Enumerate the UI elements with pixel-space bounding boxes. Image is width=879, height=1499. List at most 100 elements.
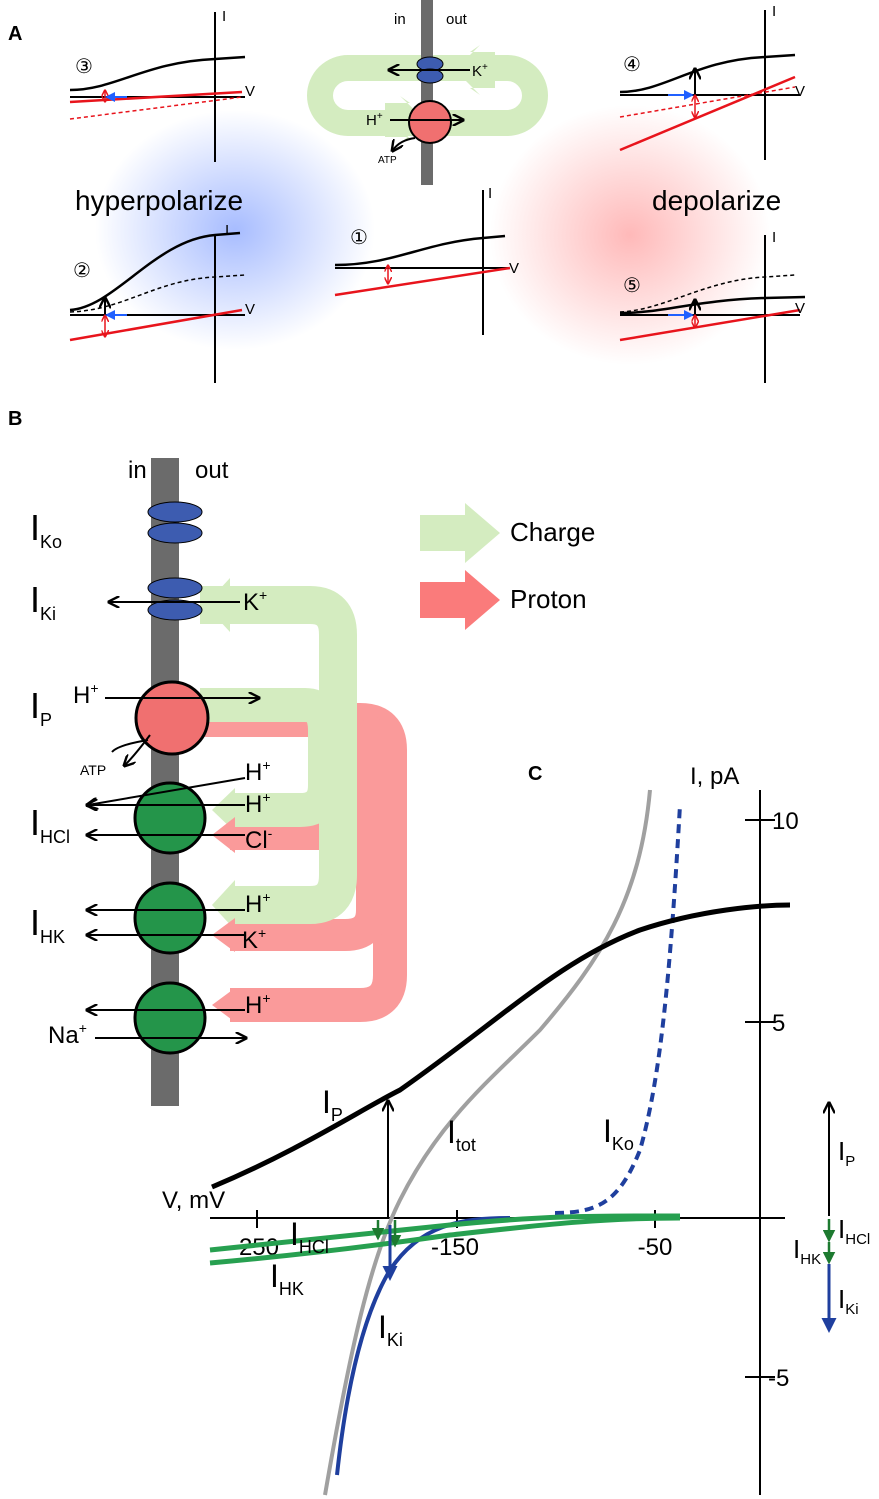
text-part: I — [322, 1084, 331, 1120]
nah-exchanger — [135, 983, 205, 1053]
current-label: IHK — [30, 902, 65, 947]
text-part: + — [377, 111, 383, 122]
iki-curve — [337, 1218, 510, 1475]
text-part: Na — [48, 1022, 79, 1049]
curve-label: IHCl — [290, 1216, 329, 1257]
iv-plot-part: ② — [73, 258, 91, 282]
curve-label: IKi — [378, 1309, 403, 1350]
text-part: I — [30, 802, 40, 843]
text-part: I — [603, 1113, 612, 1149]
panel-c: C -250 -150 -50 10 5 -5 I, pA V, mV IP I… — [162, 763, 870, 1495]
text-part: + — [262, 789, 270, 805]
current-label: IKo — [30, 507, 62, 552]
iv-plot-part: I — [225, 222, 229, 239]
hcl-exchanger — [135, 783, 205, 853]
text-part: Ki — [40, 604, 56, 624]
text-part: I — [793, 1234, 800, 1264]
hk-exchanger — [135, 883, 205, 953]
text-part: HCl — [845, 1231, 870, 1248]
text-part: Ko — [40, 532, 62, 552]
k-channel — [148, 502, 202, 522]
atp-arrow — [393, 138, 415, 150]
current-label: IKi — [30, 579, 56, 624]
curve-label: IHK — [270, 1258, 304, 1299]
legend-swatch — [420, 570, 500, 630]
iv-plot-part: V — [795, 300, 805, 317]
ion-label: Na+ — [48, 1020, 87, 1049]
ion-label: H+ — [73, 680, 99, 709]
iv-plot-part — [70, 57, 245, 90]
iv-plot-part: I — [488, 185, 492, 202]
panel-a: A hyperpolarize depolarize in out K+ H+ … — [8, 0, 805, 383]
depolarize-glow — [490, 105, 770, 365]
y-axis-title: I, pA — [690, 763, 739, 790]
text-part: I — [270, 1258, 279, 1294]
panel-b-part — [212, 988, 235, 1022]
text-part: Ko — [612, 1134, 634, 1154]
curve-label: IP — [322, 1084, 343, 1125]
text-part: I — [838, 1284, 845, 1314]
text-part: I — [30, 507, 40, 548]
iv-plot-part: V — [795, 83, 805, 100]
text-part: H — [245, 759, 262, 786]
text-part: K — [472, 63, 482, 80]
text-part: Ki — [845, 1301, 858, 1318]
hyperpolarize-label: hyperpolarize — [75, 185, 243, 216]
current-label: IP — [30, 685, 52, 730]
text-part: + — [259, 587, 267, 603]
iv-plot-part: I — [222, 8, 226, 25]
text-part: I — [290, 1216, 299, 1252]
curve-label: Itot — [447, 1114, 476, 1155]
text-part: + — [90, 680, 98, 696]
text-part: P — [845, 1153, 855, 1170]
text-part: + — [262, 757, 270, 773]
atp-label: ATP — [378, 155, 397, 166]
panel-label: C — [528, 763, 542, 785]
text-part: + — [258, 925, 266, 941]
current-label: IHCl — [30, 802, 70, 847]
text-part: P — [331, 1105, 343, 1125]
y-tick-label: -5 — [768, 1365, 789, 1392]
y-tick-label: 10 — [772, 808, 799, 835]
text-part: K — [242, 927, 258, 954]
in-label: in — [394, 11, 406, 28]
out-label: out — [446, 11, 468, 28]
ion-label: H+ — [245, 757, 271, 786]
k-channel — [148, 523, 202, 543]
in-label: in — [128, 457, 147, 484]
panel-b: B in out IKo IKi IP IHCl IHK K+ H+ H+ H+… — [8, 408, 595, 1106]
figure: A hyperpolarize depolarize in out K+ H+ … — [0, 0, 879, 1499]
k-channel — [148, 578, 202, 598]
text-part: + — [262, 889, 270, 905]
text-part: - — [268, 825, 273, 841]
text-part: H — [73, 682, 90, 709]
out-label: out — [195, 457, 229, 484]
key-label: IKi — [838, 1284, 859, 1318]
text-part: H — [245, 992, 262, 1019]
x-axis-title: V, mV — [162, 1187, 225, 1214]
k-channel — [417, 69, 443, 83]
text-part: H — [245, 791, 262, 818]
text-part: I — [838, 1136, 845, 1166]
key-label: IHK — [793, 1234, 821, 1268]
text-part: K — [243, 589, 259, 616]
text-part: H — [245, 891, 262, 918]
pump — [409, 101, 451, 143]
text-part: P — [40, 710, 52, 730]
y-tick-label: 5 — [772, 1010, 785, 1037]
legend-swatch — [420, 503, 500, 563]
x-tick-label: -50 — [638, 1234, 673, 1261]
text-part: + — [79, 1020, 87, 1036]
panel-label: A — [8, 23, 22, 45]
membrane — [421, 0, 433, 185]
iv-plot-part: ⑤ — [623, 273, 641, 297]
iv-plot-part: I — [772, 3, 776, 20]
legend-label: Charge — [510, 517, 595, 547]
text-part: H — [366, 112, 377, 129]
pump — [136, 682, 208, 754]
text-part: tot — [456, 1135, 476, 1155]
iv-plot-part: V — [245, 83, 255, 100]
iv-plot-part: V — [245, 301, 255, 318]
text-part: I — [378, 1309, 387, 1345]
text-part: HCl — [40, 827, 70, 847]
